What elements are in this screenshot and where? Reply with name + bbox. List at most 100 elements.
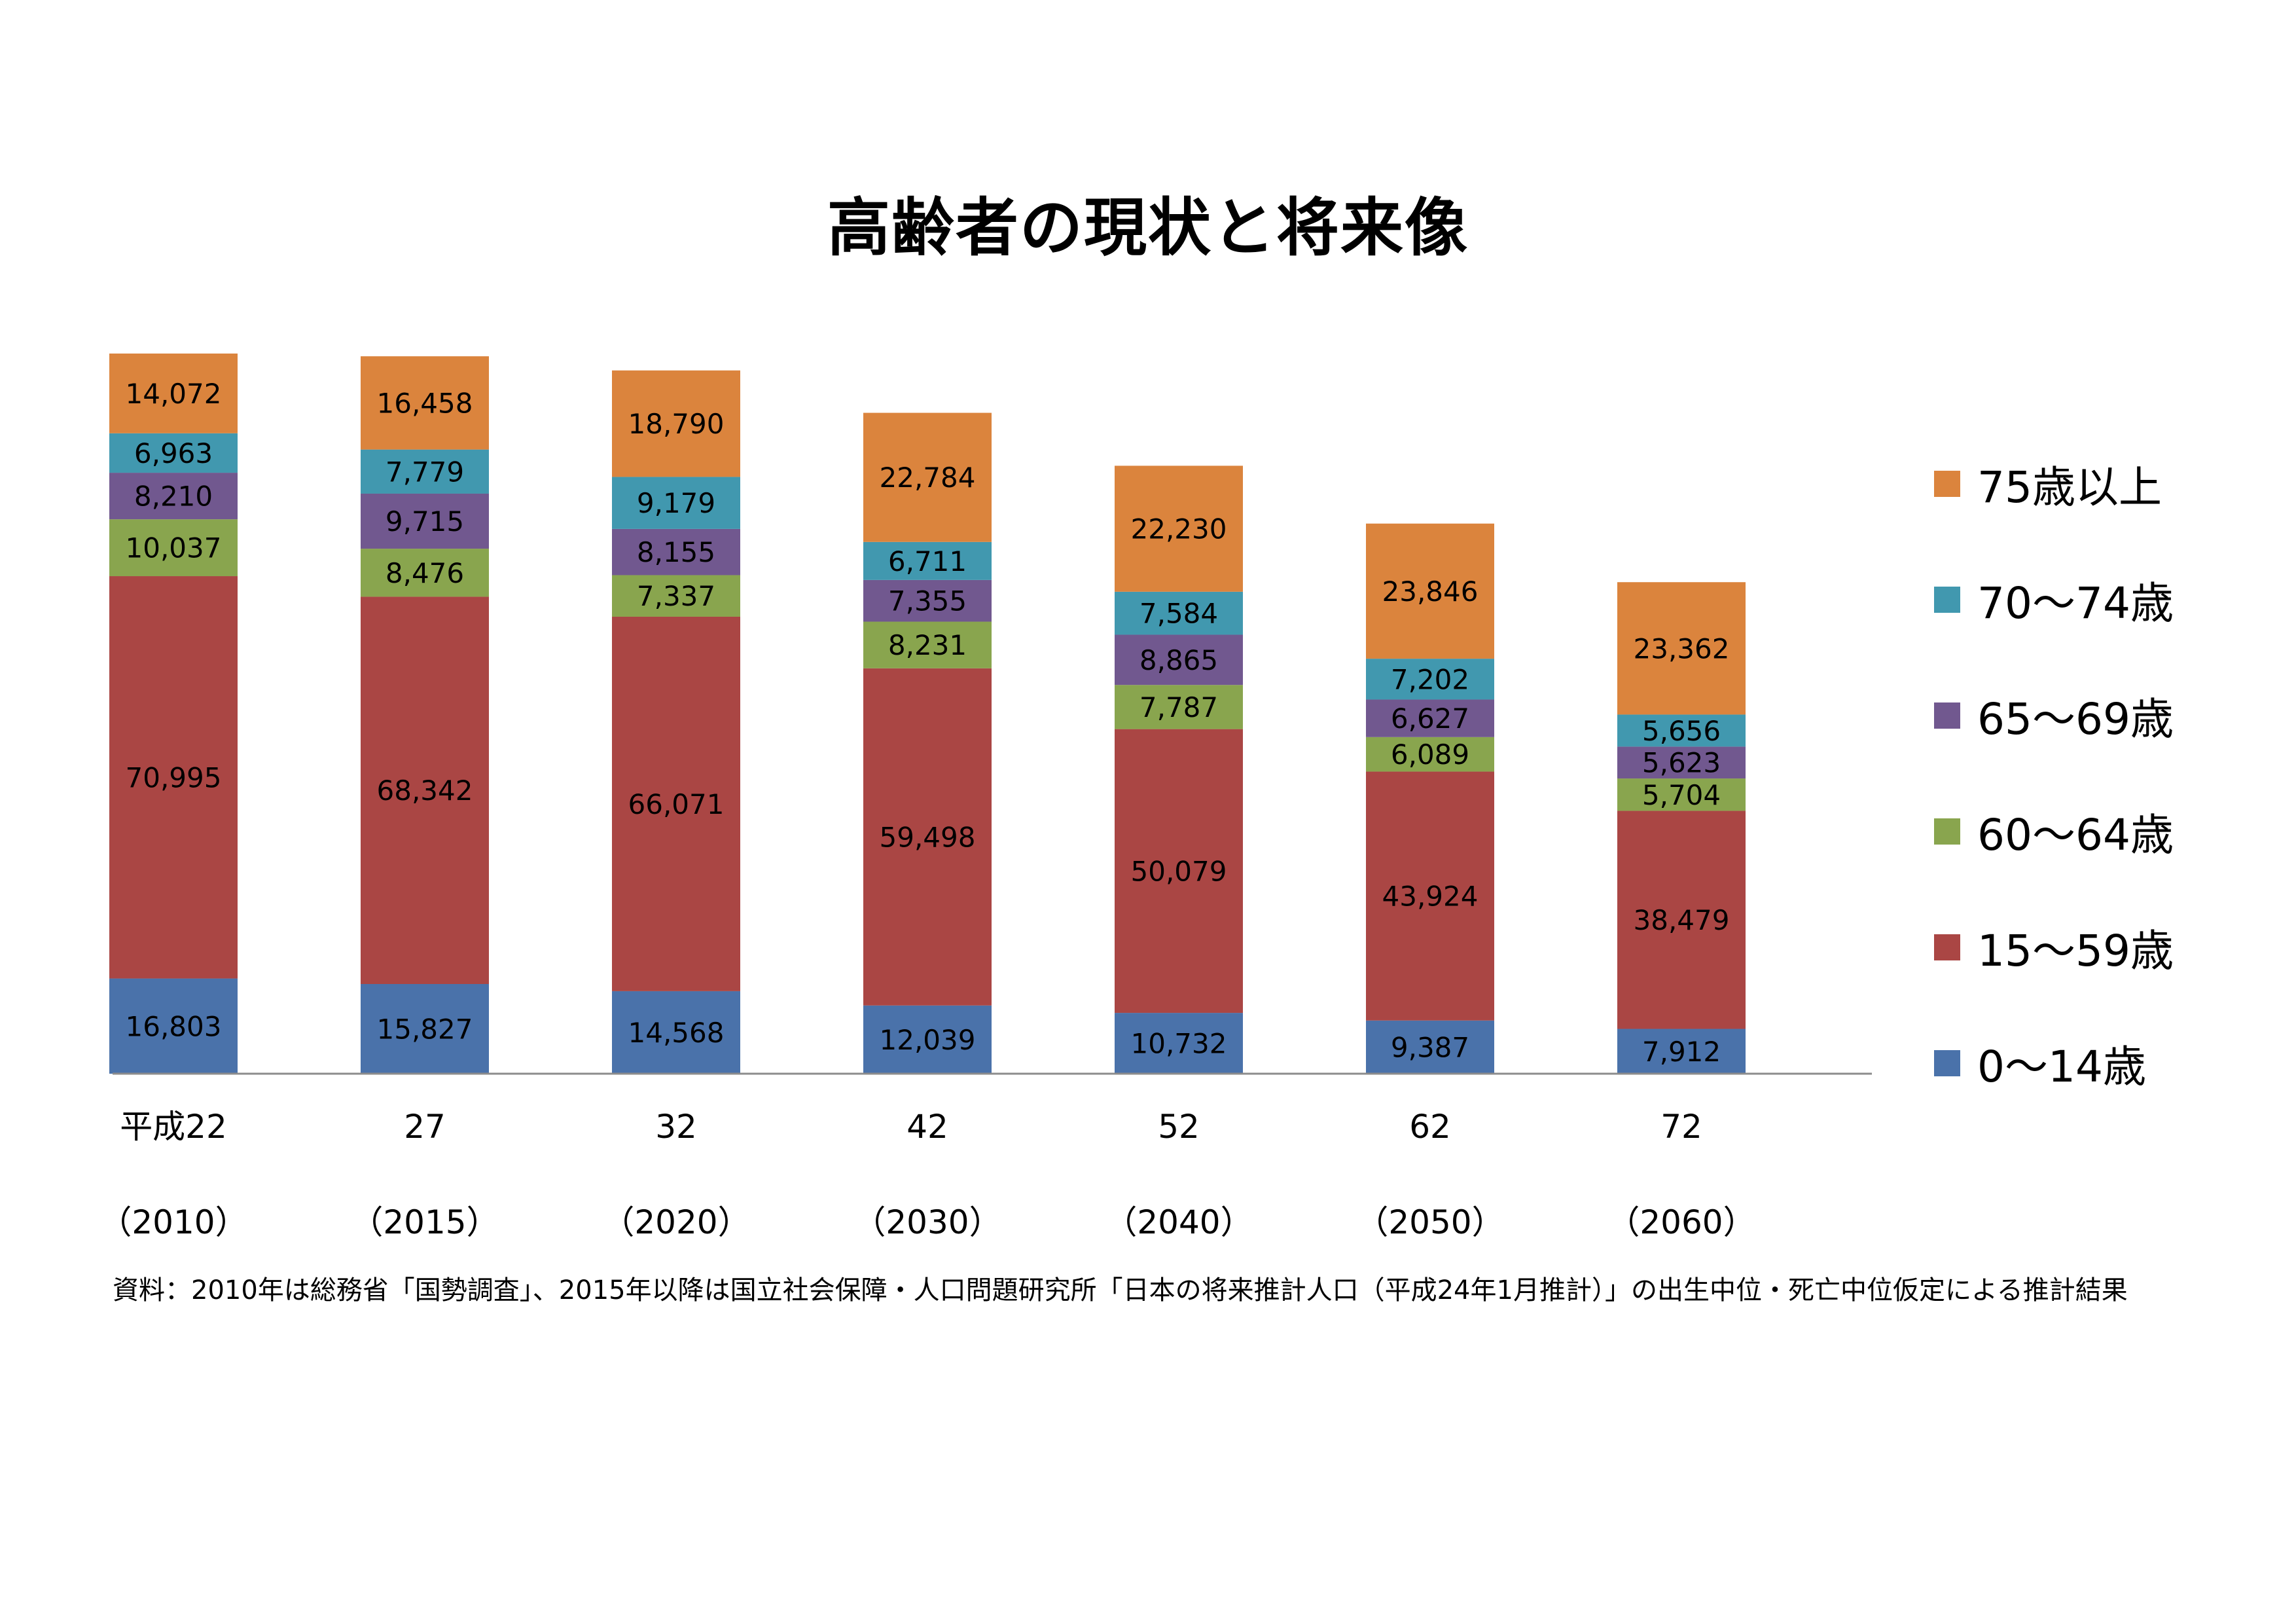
data-label: 7,779 [386, 456, 464, 488]
data-label: 5,656 [1642, 715, 1721, 747]
bar-segment [361, 449, 489, 494]
bar-segment [361, 549, 489, 597]
x-tick-label: 平成22 [120, 1108, 227, 1146]
data-label: 15,827 [377, 1013, 473, 1046]
legend-label: 75歳以上 [1977, 462, 2162, 513]
bar-segment [1366, 523, 1494, 659]
bar-segment [863, 412, 992, 542]
x-tick-year-label: （2060） [1607, 1203, 1755, 1241]
x-tick-label: 62 [1409, 1108, 1451, 1146]
data-label: 43,924 [1382, 881, 1479, 913]
data-label: 9,387 [1391, 1031, 1469, 1063]
legend-label: 60～64歳 [1977, 809, 2174, 860]
bar-segment [1115, 685, 1243, 729]
data-label: 22,230 [1131, 513, 1227, 545]
x-tick-label: 72 [1660, 1108, 1702, 1146]
x-tick-label: 42 [906, 1108, 948, 1146]
legend-swatch [1934, 818, 1960, 845]
legend-swatch [1934, 934, 1960, 960]
bar-segment [612, 370, 740, 477]
legend-label: 0～14歳 [1977, 1041, 2146, 1092]
category-labels-group: 平成22 （2010） 27 （2015） 32 （2020） 42 （2030） 52 （204… [99, 1108, 1755, 1241]
bar-segment [612, 991, 740, 1074]
bar-segment [361, 493, 489, 549]
data-label: 9,715 [386, 505, 464, 538]
legend: 75歳以上 70～74歳 65～69歳 60～64歳 15～59歳 0～14歳 [1934, 426, 2174, 1121]
x-tick-label: 52 [1158, 1108, 1200, 1146]
bar-segment [863, 541, 992, 580]
bar-segment [863, 579, 992, 622]
data-label: 18,790 [628, 408, 725, 440]
bar-segment [1617, 582, 1746, 715]
x-tick-year-label: （2015） [350, 1203, 499, 1241]
data-label: 23,362 [1634, 632, 1730, 665]
x-tick-label: 32 [655, 1108, 697, 1146]
bar-segment [109, 576, 238, 979]
data-label: 70,995 [126, 761, 222, 793]
data-label: 8,231 [888, 629, 967, 661]
data-label: 6,089 [1391, 739, 1469, 771]
bar-segment [863, 621, 992, 668]
bar-segment [1366, 659, 1494, 700]
source-note: 資料：2010年は総務省「国勢調査」、2015年以降は国立社会保障・人口問題研究… [113, 1275, 2128, 1305]
data-label: 12,039 [880, 1024, 976, 1056]
bar-segment [361, 596, 489, 985]
bar-segment [1366, 1020, 1494, 1074]
x-tick-year-label: （2020） [601, 1203, 750, 1241]
data-label: 9,179 [637, 487, 715, 519]
legend-item: 60～64歳 [1934, 773, 2174, 889]
legend-label: 15～59歳 [1977, 925, 2174, 976]
bar-segment [1617, 1029, 1746, 1074]
bar-segment [361, 984, 489, 1074]
bar-segment [1617, 811, 1746, 1029]
data-label: 14,568 [628, 1017, 725, 1049]
data-label: 16,803 [126, 1010, 222, 1042]
data-label: 59,498 [880, 821, 976, 853]
data-label: 14,072 [126, 378, 222, 410]
data-label: 38,479 [1634, 904, 1730, 936]
data-label: 8,865 [1139, 644, 1218, 676]
data-label: 7,584 [1139, 598, 1218, 630]
bar-segment [612, 616, 740, 991]
stacked-bar-chart: 16,803 70,995 10,037 8,210 6,963 14,072 15,827… [99, 354, 1872, 1241]
data-label: 6,711 [888, 545, 967, 577]
data-label: 8,210 [134, 481, 213, 513]
bar-segment [1366, 699, 1494, 737]
x-tick-year-label: （2030） [853, 1203, 1001, 1241]
data-label: 8,476 [386, 557, 464, 589]
x-tick-year-label: （2050） [1355, 1203, 1504, 1241]
bar-segment [109, 433, 238, 473]
data-label: 7,355 [888, 585, 967, 617]
legend-item: 15～59歳 [1934, 889, 2174, 1005]
chart-title: 高齢者の現状と将来像 [827, 191, 1469, 264]
legend-item: 70～74歳 [1934, 541, 2174, 657]
data-label: 8,155 [637, 536, 715, 568]
data-label: 5,623 [1642, 747, 1721, 779]
legend-swatch [1934, 586, 1960, 613]
legend-item: 65～69歳 [1934, 657, 2174, 773]
bar-segment [361, 356, 489, 450]
legend-label: 70～74歳 [1977, 577, 2174, 629]
data-label: 68,342 [377, 775, 473, 807]
bar-segment [109, 473, 238, 520]
bar-segment [612, 528, 740, 575]
bar-segment [863, 668, 992, 1006]
x-tick-label: 27 [404, 1108, 446, 1146]
bar-segment [863, 1005, 992, 1074]
legend-swatch [1934, 702, 1960, 729]
data-label: 23,846 [1382, 575, 1479, 608]
bar-segment [1115, 1013, 1243, 1074]
data-label: 6,963 [134, 437, 213, 469]
bar-segment [1366, 771, 1494, 1021]
data-label: 16,458 [377, 387, 473, 419]
bar-segment [1366, 737, 1494, 772]
bar-segment [1617, 714, 1746, 747]
bar-segment [109, 519, 238, 577]
data-label: 6,627 [1391, 702, 1469, 735]
bars-group [109, 354, 1746, 1074]
data-label: 10,732 [1131, 1028, 1227, 1060]
data-label: 7,337 [637, 580, 715, 612]
bar-segment [612, 575, 740, 617]
data-label: 22,784 [880, 462, 976, 494]
x-tick-year-label: （2010） [99, 1203, 247, 1241]
